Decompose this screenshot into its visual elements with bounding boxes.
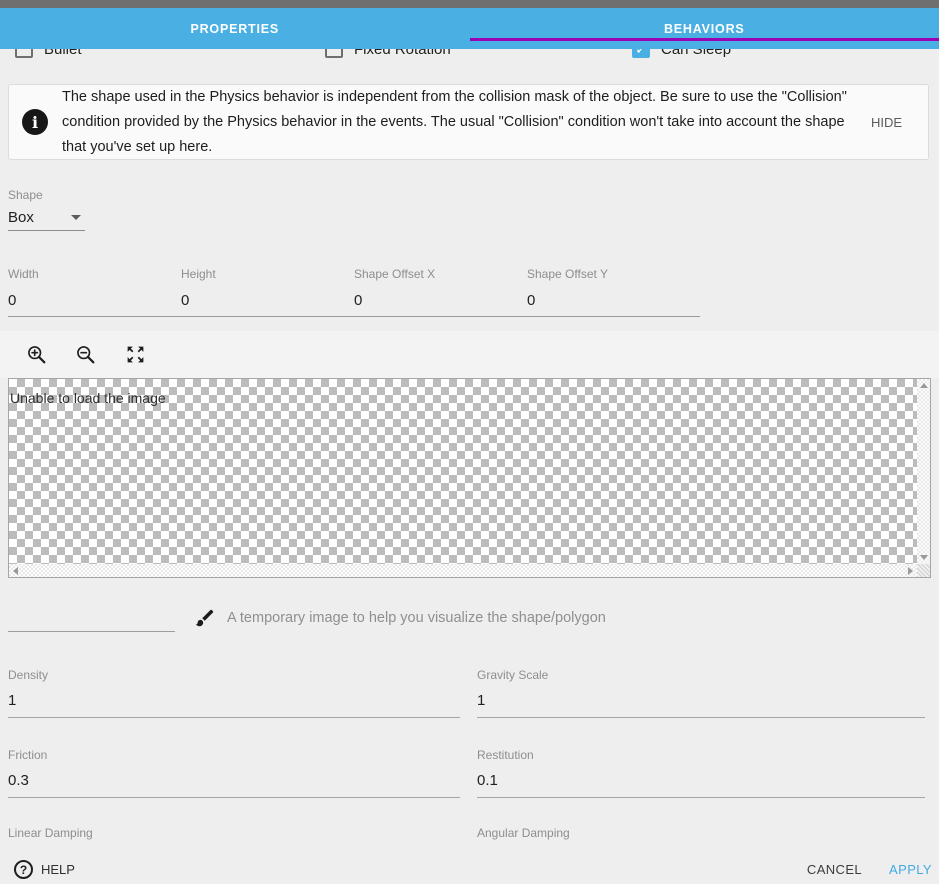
gravity-scale-label: Gravity Scale — [477, 668, 549, 682]
hide-button[interactable]: HIDE — [870, 114, 902, 130]
zoom-out-icon — [77, 345, 95, 363]
shape-field-label: Shape — [8, 188, 43, 202]
help-button[interactable]: ? HELP — [14, 860, 75, 879]
width-input[interactable] — [8, 292, 173, 309]
physics-row-density: Density Gravity Scale — [8, 668, 925, 718]
window-edge-strip — [0, 0, 939, 8]
height-field: Height — [181, 267, 354, 317]
height-input[interactable] — [181, 292, 346, 309]
shape-select[interactable]: Box — [8, 205, 85, 231]
restitution-label: Restitution — [477, 748, 534, 762]
scroll-up-icon[interactable] — [919, 383, 928, 388]
fit-to-view-button[interactable] — [124, 344, 146, 366]
cancel-button[interactable]: CANCEL — [806, 862, 863, 877]
pick-image-button[interactable] — [192, 605, 218, 631]
linear-damping-label: Linear Damping — [8, 826, 93, 840]
friction-input[interactable] — [8, 772, 438, 789]
chevron-down-icon — [71, 215, 81, 220]
tab-behaviors[interactable]: BEHAVIORS — [470, 8, 939, 49]
friction-field: Friction — [8, 748, 460, 798]
info-banner-text: The shape used in the Physics behavior i… — [62, 88, 847, 155]
width-field: Width — [8, 267, 181, 317]
temporary-image-hint: A temporary image to help you visualize … — [227, 610, 606, 626]
horizontal-scrollbar[interactable] — [9, 564, 917, 577]
apply-button[interactable]: APPLY — [889, 862, 932, 877]
info-icon: i — [22, 109, 48, 135]
scrollbar-corner — [917, 564, 930, 577]
shape-offset-x-field: Shape Offset X — [354, 267, 527, 317]
angular-damping-label: Angular Damping — [477, 826, 570, 840]
help-icon: ? — [14, 860, 33, 879]
shape-offset-x-input[interactable] — [354, 292, 519, 309]
temporary-image-row: A temporary image to help you visualize … — [8, 604, 928, 636]
preview-toolbar — [0, 331, 939, 378]
zoom-out-button[interactable] — [75, 344, 97, 366]
shape-offset-y-label: Shape Offset Y — [527, 267, 608, 281]
density-field: Density — [8, 668, 460, 718]
scroll-down-icon[interactable] — [919, 555, 928, 560]
shape-preview-viewport[interactable]: Unable to load the image — [8, 378, 931, 578]
density-input[interactable] — [8, 692, 438, 709]
gravity-scale-input[interactable] — [477, 692, 903, 709]
shape-offset-y-input[interactable] — [527, 292, 692, 309]
restitution-field: Restitution — [477, 748, 925, 798]
physics-row-friction: Friction Restitution — [8, 748, 925, 798]
dimension-fields-row: Width Height Shape Offset X Shape Offset… — [8, 267, 700, 317]
height-field-label: Height — [181, 267, 216, 281]
brush-icon — [195, 609, 214, 627]
restitution-input[interactable] — [477, 772, 903, 789]
gravity-scale-field: Gravity Scale — [477, 668, 925, 718]
density-label: Density — [8, 668, 49, 682]
temporary-image-input[interactable] — [8, 608, 175, 632]
scroll-left-icon[interactable] — [13, 566, 18, 575]
info-banner: i The shape used in the Physics behavior… — [8, 84, 929, 160]
dialog-action-bar: ? HELP CANCEL APPLY — [0, 855, 939, 884]
vertical-scrollbar[interactable] — [917, 379, 930, 564]
width-field-label: Width — [8, 267, 39, 281]
active-tab-indicator — [470, 38, 939, 41]
tab-properties[interactable]: PROPERTIES — [0, 8, 470, 49]
shape-offset-y-field: Shape Offset Y — [527, 267, 700, 317]
tab-behaviors-label: BEHAVIORS — [663, 21, 745, 36]
help-button-label: HELP — [41, 862, 75, 877]
expand-arrows-icon — [127, 346, 143, 363]
tab-properties-label: PROPERTIES — [190, 21, 280, 36]
zoom-in-button[interactable] — [26, 344, 48, 366]
image-load-error-text: Unable to load the image — [10, 390, 166, 406]
tab-bar: PROPERTIES BEHAVIORS — [0, 8, 939, 49]
scroll-right-icon[interactable] — [908, 566, 913, 575]
friction-label: Friction — [8, 748, 48, 762]
zoom-in-icon — [28, 345, 46, 363]
shape-select-value: Box — [8, 209, 34, 226]
shape-offset-x-label: Shape Offset X — [354, 267, 436, 281]
